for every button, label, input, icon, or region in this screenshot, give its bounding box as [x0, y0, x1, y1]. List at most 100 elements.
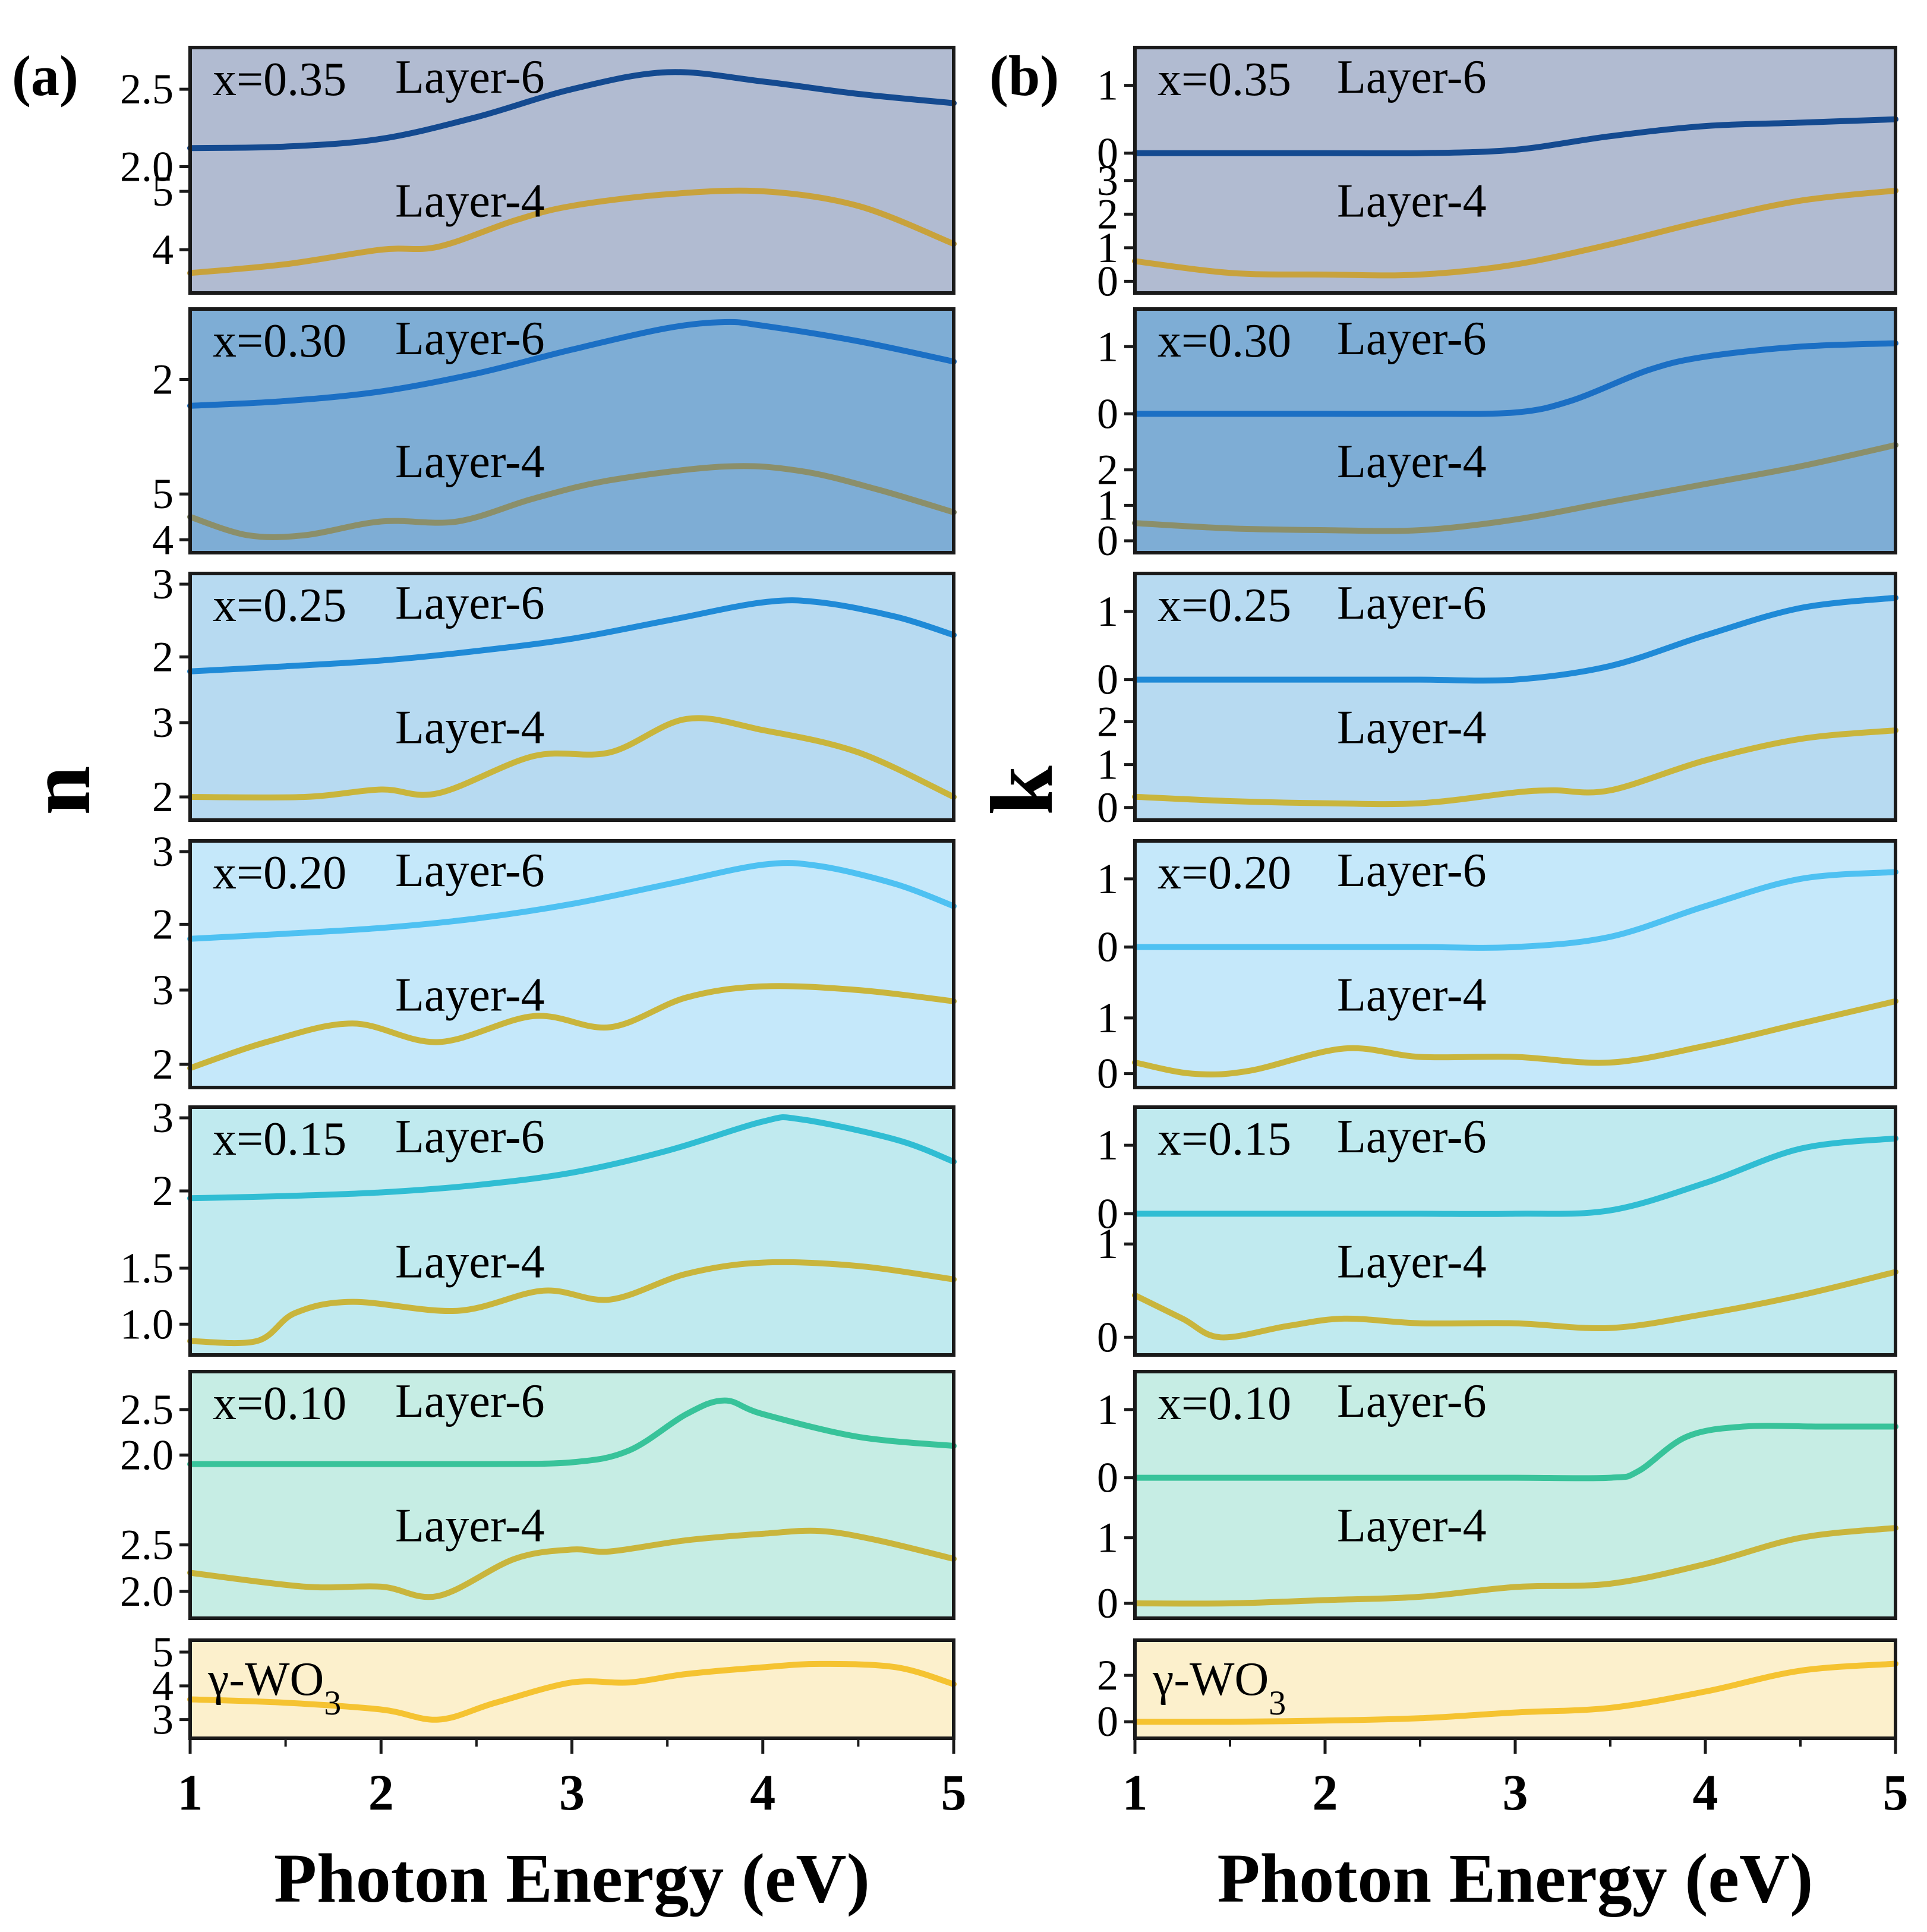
panel-b-x030-layer6-label: Layer-6 [1337, 313, 1487, 365]
panel-a-x020-label: x=0.20 [213, 847, 346, 899]
panel-b-x030-layer4-ytick-label: 0 [1097, 517, 1118, 565]
panel-a-x010-layer6-ytick-label: 2.0 [120, 1431, 174, 1479]
panel-a-x030-layer6-ytick-label: 2 [152, 356, 174, 404]
panel-a-x015-layer6-label: Layer-6 [395, 1111, 545, 1163]
panel-b-x010-layer6-label: Layer-6 [1337, 1375, 1487, 1427]
panel-b-x015-layer6-line [1132, 1135, 1898, 1217]
panel-b-x035-layer4-line [1132, 187, 1898, 279]
panel-b-x035-layer6-ytick-label: 1 [1097, 62, 1118, 109]
panel-a-x015-label: x=0.15 [213, 1113, 346, 1165]
panel-b-letter: (b) [989, 44, 1059, 108]
panel-a-x010-layer6-label: Layer-6 [395, 1375, 545, 1427]
panel-a-x015-layer6-line [187, 1114, 957, 1202]
panel-a-x010-layer6-ytick-label: 2.5 [120, 1386, 174, 1433]
panel-b-x030-layer4-ytick-label: 1 [1097, 481, 1118, 529]
panel-b-yaxis-title: k [973, 765, 1071, 815]
panel-b-x025-layer4-ytick-label: 1 [1097, 741, 1118, 789]
panel-a-x030-layer4-ytick-label: 5 [152, 470, 174, 518]
curves [187, 69, 1898, 1725]
panel-a-x025-layer4-ytick-label: 3 [152, 699, 174, 746]
panel-b-x030-label: x=0.30 [1158, 315, 1291, 367]
panel-a-x010-frame [188, 1370, 955, 1620]
panel-b-x020-layer4-line [1132, 998, 1898, 1078]
panel-a-x020-background [190, 841, 954, 1088]
panel-a-x025-layer4-label: Layer-4 [395, 702, 545, 754]
panel-a-x020-layer6-label: Layer-6 [395, 844, 545, 897]
panel-b-x015-layer4-ytick-label: 0 [1097, 1313, 1118, 1361]
panel-a-x015-layer6-ytick-label: 2 [152, 1167, 174, 1215]
panel-b-x010-layer6-ytick-label: 0 [1097, 1454, 1118, 1502]
panel-a-x035-layer6-label: Layer-6 [395, 51, 545, 103]
panel-a-wo3-background [190, 1640, 954, 1738]
panel-b-x015-frame [1133, 1105, 1897, 1357]
panel-b-x010-layer4-ytick-label: 0 [1097, 1580, 1118, 1627]
panel-b-xtick-label: 4 [1693, 1764, 1718, 1821]
panel-b-x025-layer6-label: Layer-6 [1337, 577, 1487, 629]
panel-a-xaxis-title: Photon Energy (eV) [274, 1839, 870, 1917]
panel-b-x025-layer6-ytick-label: 0 [1097, 656, 1118, 704]
panel-a-x010-layer4-ytick-label: 2.0 [120, 1568, 174, 1615]
panel-a-xtick-label: 5 [941, 1764, 967, 1821]
panel-b-x020-layer6-label: Layer-6 [1337, 844, 1487, 897]
panel-a-x025-frame [188, 572, 955, 822]
panel-b-x025-layer4-label: Layer-4 [1337, 702, 1487, 754]
panel-a-x015-frame [188, 1105, 955, 1357]
panel-frames [179, 46, 1897, 1754]
panel-a-x020-layer6-line [187, 860, 957, 942]
panel-b-x035-layer6-ytick-label: 0 [1097, 130, 1118, 177]
panel-a-x020-layer6-ytick-label: 2 [152, 900, 174, 948]
panel-a-x010-label: x=0.10 [213, 1378, 346, 1430]
panel-b-x030-layer6-ytick-label: 1 [1097, 323, 1118, 370]
panel-b-x020-layer4-ytick-label: 1 [1097, 994, 1118, 1042]
panel-b-x020-frame [1133, 839, 1897, 1089]
panel-b-x035-layer6-label: Layer-6 [1337, 51, 1487, 103]
panel-b-x030-layer4-ytick-label: 2 [1097, 446, 1118, 494]
panel-b-xtick-label: 1 [1122, 1764, 1148, 1821]
panel-a-x010-layer4-ytick-label: 2.5 [120, 1521, 174, 1569]
panel-b-x015-layer4-ytick-label: 1 [1097, 1220, 1118, 1268]
panel-a-x015-layer4-ytick-label: 1.0 [120, 1300, 174, 1348]
panel-a-x030-label: x=0.30 [213, 315, 346, 367]
panel-b-x010-layer4-line [1132, 1525, 1898, 1607]
panel-b-x025-layer4-ytick-label: 2 [1097, 698, 1118, 746]
panel-a-x035-label: x=0.35 [213, 53, 346, 106]
panel-a-yaxis-title: n [10, 765, 109, 815]
panel-a-x015-background [190, 1107, 954, 1355]
panel-b-x030-layer6-line [1132, 340, 1898, 417]
panel-a-x030-layer4-label: Layer-4 [395, 436, 545, 488]
panel-b-x010-layer4-ytick-label: 1 [1097, 1514, 1118, 1562]
panel-a-x035-layer4-ytick-label: 5 [152, 168, 174, 215]
panel-a-xtick-label: 2 [368, 1764, 394, 1821]
panel-a-x020-layer4-label: Layer-4 [395, 969, 545, 1022]
panel-b-x035-layer4-ytick-label: 1 [1097, 224, 1118, 272]
panel-b-x035-label: x=0.35 [1158, 53, 1291, 106]
panel-b-x025-layer6-line [1132, 594, 1898, 684]
panel-b-wo3-curve-ytick-label: 2 [1097, 1652, 1118, 1699]
panel-b-x010-label: x=0.10 [1158, 1378, 1291, 1430]
panel-b-wo3-curve-line [1132, 1660, 1898, 1725]
panel-a-x010-layer6-line [187, 1397, 957, 1467]
panel-a-xtick-label: 1 [178, 1764, 203, 1821]
panel-b-x025-layer4-ytick-label: 0 [1097, 784, 1118, 831]
panel-a-x010-layer4-line [187, 1527, 957, 1600]
panel-b-x030-layer6-ytick-label: 0 [1097, 390, 1118, 437]
panel-b-x035-frame [1133, 46, 1897, 295]
panel-a-x015-layer4-label: Layer-4 [395, 1236, 545, 1288]
panel-a-x025-background [190, 573, 954, 820]
panel-backgrounds [190, 48, 1896, 1738]
panel-a-x030-layer6-line [187, 319, 957, 409]
panel-b-x030-layer4-line [1132, 442, 1898, 534]
panel-a-wo3-curve-ytick-label: 3 [152, 1696, 174, 1744]
panel-b-x030-layer4-label: Layer-4 [1337, 436, 1487, 488]
panel-b-x035-layer4-ytick-label: 3 [1097, 157, 1118, 204]
panel-a-x035-layer6-line [187, 69, 957, 152]
panel-a-x010-background [190, 1372, 954, 1618]
panel-b-xtick-label: 5 [1883, 1764, 1909, 1821]
panel-b-x015-layer6-label: Layer-6 [1337, 1111, 1487, 1163]
panel-b-x010-frame [1133, 1370, 1897, 1620]
panel-b-x010-layer6-ytick-label: 1 [1097, 1386, 1118, 1433]
panel-a-x015-layer6-ytick-label: 3 [152, 1094, 174, 1142]
panel-b-x010-layer6-line [1132, 1423, 1898, 1482]
panel-a-x015-layer4-line [187, 1259, 957, 1347]
panel-b-xtick-label: 2 [1313, 1764, 1338, 1821]
